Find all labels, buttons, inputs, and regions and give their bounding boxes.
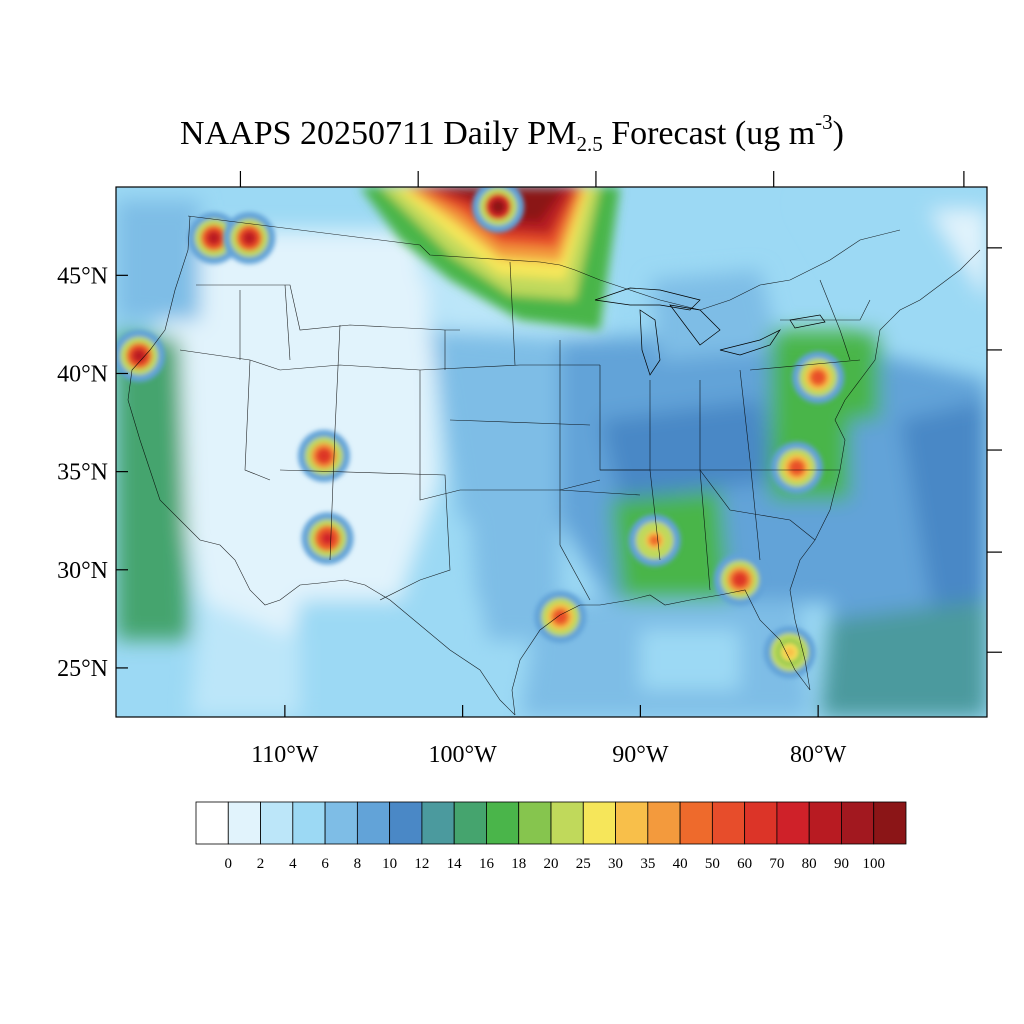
colorbar-tick-label: 30 — [608, 856, 623, 872]
colorbar-swatch — [486, 801, 520, 845]
title-middle: Forecast (ug m — [602, 115, 816, 152]
hotspot — [223, 212, 276, 265]
colorbar-swatch — [421, 801, 455, 845]
colorbar-tick-label: 35 — [640, 856, 655, 872]
colorbar-tick-label: 90 — [834, 856, 849, 872]
hotspot — [472, 187, 525, 233]
colorbar-swatch — [324, 801, 358, 845]
hotspot — [713, 553, 766, 606]
hotspot — [763, 626, 816, 679]
colorbar-swatch — [195, 801, 229, 845]
colorbar-swatch — [260, 801, 294, 845]
colorbar-tick-label: 10 — [382, 856, 397, 872]
colorbar-swatch — [356, 801, 391, 845]
hotspot-layer — [116, 187, 845, 679]
hotspot-ring — [492, 201, 504, 213]
lat-label: 25°N — [57, 656, 108, 682]
concentration-field — [116, 187, 987, 717]
colorbar-swatch — [776, 801, 810, 845]
hotspot-ring — [734, 574, 746, 586]
colorbar-swatch — [389, 801, 423, 845]
colorbar-swatch — [453, 801, 487, 845]
hotspot — [116, 329, 166, 382]
colorbar-tick-label: 60 — [737, 856, 752, 872]
lon-label: 110°W — [251, 742, 319, 768]
title-prefix: NAAPS 20250711 Daily PM — [180, 115, 577, 152]
colorbar-tick-label: 12 — [414, 856, 429, 872]
colorbar-tick-label: 8 — [354, 856, 362, 872]
hotspot-ring — [208, 232, 220, 244]
colorbar-tick-label: 6 — [321, 856, 329, 872]
colorbar-tick-label: 25 — [576, 856, 591, 872]
colorbar-swatch — [711, 801, 746, 845]
colorbar-tick-label: 4 — [289, 856, 297, 872]
colorbar-swatch — [292, 801, 326, 845]
lat-label: 45°N — [57, 263, 108, 289]
hotspot-ring — [791, 462, 803, 474]
colorbar-swatch — [841, 801, 875, 845]
lat-label: 30°N — [57, 558, 108, 584]
title-superscript: -3 — [815, 110, 833, 134]
colorbar-swatch — [615, 801, 649, 845]
title-subscript: 2.5 — [576, 132, 603, 156]
colorbar-labels: 0 2 4 6 8 10 12 14 16 18 20 25 30 35 40 50 60 70 80 90 100 — [225, 856, 885, 872]
title-suffix: ) — [832, 115, 844, 152]
hotspot — [534, 590, 587, 643]
lat-label: 35°N — [57, 460, 108, 486]
hotspot-ring — [133, 350, 145, 362]
colorbar-swatch — [647, 801, 681, 845]
hotspot — [297, 429, 350, 482]
lon-label: 80°W — [790, 742, 847, 768]
colorbar-swatch — [679, 801, 713, 845]
colorbar-swatch — [808, 801, 842, 845]
colorbar-tick-label: 2 — [257, 856, 265, 872]
latitude-labels: 45°N 40°N 35°N 30°N 25°N — [57, 263, 108, 682]
plot-frame — [115, 186, 988, 718]
colorbar-tick-label: 18 — [511, 856, 526, 872]
hotspot-ring — [318, 450, 330, 462]
axis-ticks — [116, 171, 1002, 717]
lon-label: 100°W — [428, 742, 497, 768]
map-title: NAAPS 20250711 Daily PM2.5 Forecast (ug … — [0, 112, 1024, 156]
colorbar-tick-label: 20 — [544, 856, 559, 872]
longitude-labels: 110°W 100°W 90°W 80°W — [251, 742, 846, 768]
hotspot — [770, 441, 823, 494]
great-lakes — [594, 287, 826, 376]
colorbar-tick-label: 50 — [705, 856, 720, 872]
colorbar-tick-label: 40 — [673, 856, 688, 872]
colorbar-tick-label: 70 — [769, 856, 784, 872]
hotspot — [187, 212, 240, 265]
colorbar-tick-label: 14 — [447, 856, 463, 872]
hotspot-ring — [322, 532, 334, 544]
colorbar-tick-label: 100 — [862, 856, 885, 872]
hotspot-ring — [554, 611, 566, 623]
hotspot — [792, 351, 845, 404]
lat-label: 40°N — [57, 361, 108, 387]
state-boundaries — [127, 215, 981, 716]
colorbar-swatch — [550, 801, 584, 845]
colorbar-swatch — [744, 801, 778, 845]
colorbar-tick-label: 16 — [479, 856, 495, 872]
colorbar-swatch — [227, 801, 261, 845]
lon-label: 90°W — [612, 742, 669, 768]
hotspot-ring — [812, 371, 824, 383]
colorbar-tick-label: 80 — [802, 856, 817, 872]
colorbar-tick-label: 0 — [225, 856, 233, 872]
colorbar-swatch — [518, 801, 552, 845]
colorbar — [195, 801, 907, 845]
hotspot-ring — [784, 646, 796, 658]
colorbar-swatch — [582, 801, 616, 845]
hotspot — [301, 512, 354, 565]
hotspot — [628, 514, 681, 567]
colorbar-swatch — [873, 801, 907, 845]
hotspot-ring — [243, 232, 255, 244]
